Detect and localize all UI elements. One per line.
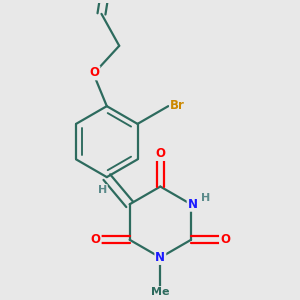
- Text: Me: Me: [151, 287, 169, 297]
- Text: O: O: [91, 233, 101, 246]
- Text: H: H: [201, 193, 210, 203]
- Text: O: O: [220, 233, 230, 246]
- Text: N: N: [155, 251, 165, 264]
- Text: N: N: [188, 198, 198, 211]
- Text: O: O: [89, 66, 99, 80]
- Text: Br: Br: [170, 99, 185, 112]
- Text: O: O: [155, 147, 165, 160]
- Text: H: H: [98, 185, 107, 195]
